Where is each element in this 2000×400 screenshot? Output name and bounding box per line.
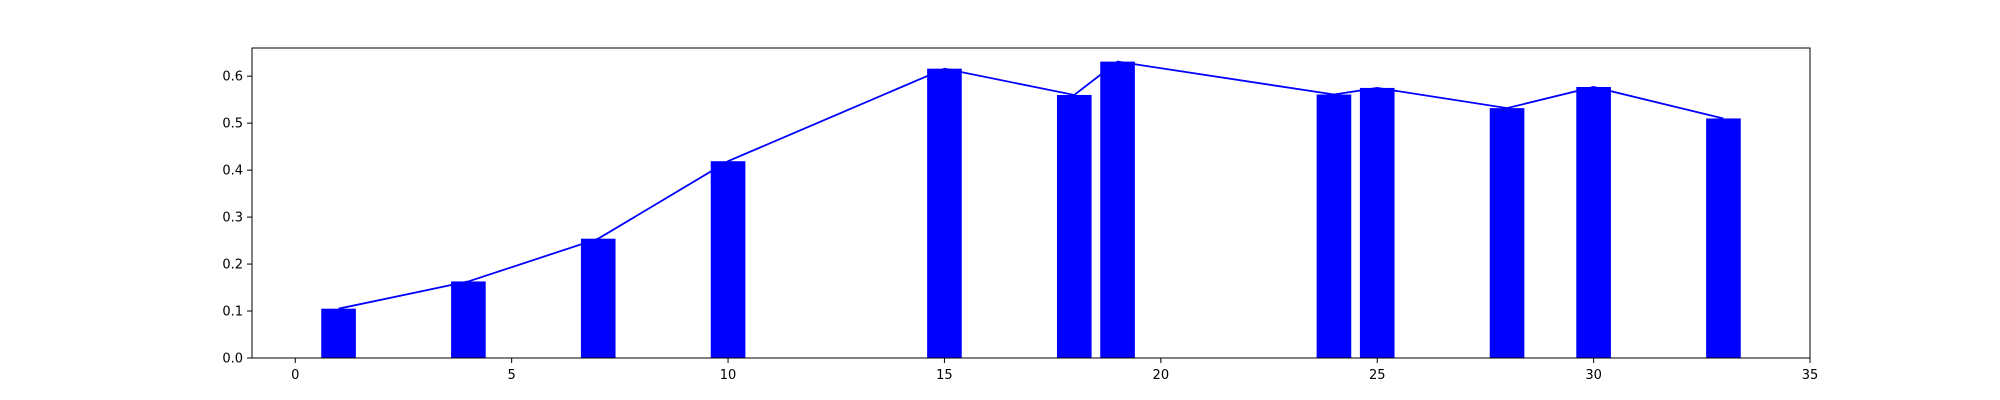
bar-1: [321, 308, 356, 358]
y-tick-label: 0.1: [222, 305, 243, 320]
x-tick-label: 5: [508, 368, 516, 383]
bar-19: [1100, 61, 1135, 358]
x-tick-label: 10: [720, 368, 737, 383]
y-tick-label: 0.3: [222, 211, 243, 226]
line-series: [338, 60, 1724, 310]
x-tick-label: 30: [1585, 368, 1602, 383]
y-tick-label: 0.0: [222, 352, 243, 367]
x-tick-label: 20: [1153, 368, 1170, 383]
x-axis-ticks: 0 5 10 15 20 25 30 35: [291, 358, 1818, 383]
bar-series: [321, 61, 1741, 359]
bar-18: [1056, 94, 1092, 358]
y-axis-ticks: 0.0 0.1 0.2 0.3 0.4 0.5 0.6: [222, 70, 252, 367]
bar-4: [451, 281, 486, 358]
bar-7: [580, 238, 616, 358]
bar-33: [1706, 118, 1741, 358]
x-tick-label: 35: [1802, 368, 1819, 383]
bar-24: [1316, 94, 1352, 358]
plot-frame: [251, 47, 1811, 359]
y-tick-label: 0.4: [222, 164, 243, 179]
bar-15: [927, 68, 962, 359]
x-tick-label: 15: [936, 368, 953, 383]
bar-28: [1489, 108, 1525, 358]
trend-line: [338, 60, 1724, 310]
y-tick-label: 0.5: [222, 117, 243, 132]
x-tick-label: 0: [291, 368, 299, 383]
x-tick-label: 25: [1369, 368, 1386, 383]
bar-25: [1359, 87, 1395, 358]
bar-10: [710, 161, 746, 358]
y-tick-label: 0.2: [222, 258, 243, 273]
y-tick-label: 0.6: [222, 70, 243, 85]
bar-30: [1576, 86, 1611, 358]
